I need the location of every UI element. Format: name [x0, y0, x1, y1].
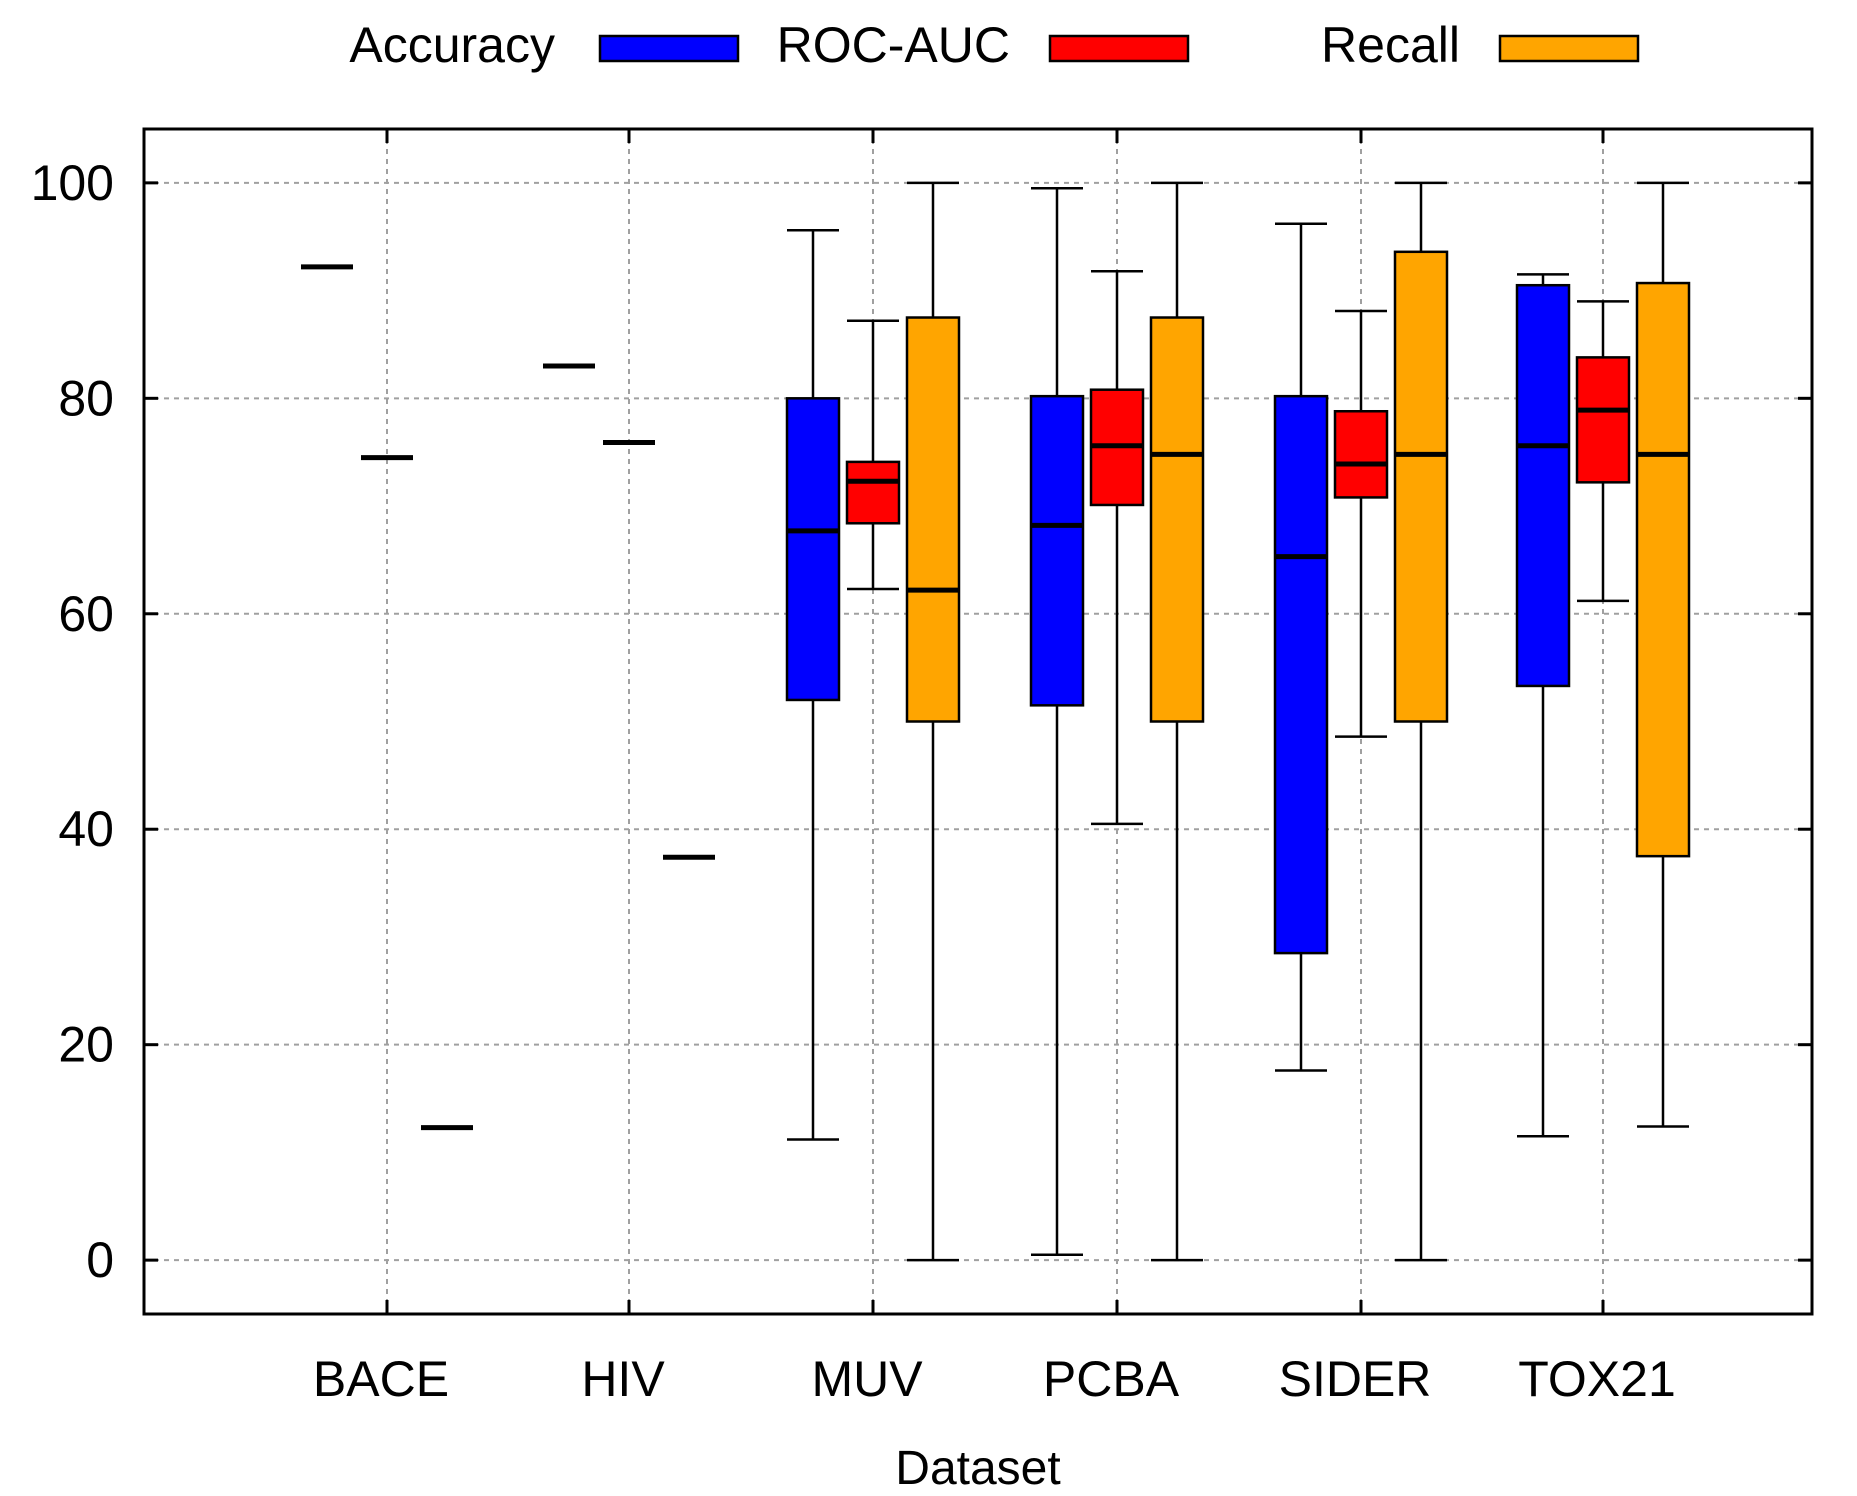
legend-label-accuracy: Accuracy [349, 17, 555, 73]
box-roc-auc-pcba [1089, 269, 1145, 826]
y-tick-label: 20 [58, 1017, 114, 1073]
y-tick-label: 0 [86, 1232, 114, 1288]
legend-swatch-accuracy [598, 34, 740, 63]
box-accuracy-tox21 [1515, 273, 1571, 1138]
axis-ticks: 0 20 40 60 80 100 BACE HIV MUV PCBA SIDER TOX21 [31, 129, 1812, 1407]
x-tick-label-bace: BACE [313, 1351, 449, 1407]
x-axis-label: Dataset [895, 1442, 1060, 1495]
legend-label-roc-auc: ROC-AUC [777, 17, 1010, 73]
y-tick-label: 60 [58, 586, 114, 642]
legend-swatch-recall [1498, 34, 1640, 63]
box-recall-tox21 [1635, 181, 1691, 1128]
box-recall-sider [1393, 181, 1449, 1262]
x-tick-label-tox21: TOX21 [1518, 1351, 1676, 1407]
iqr-box [1029, 394, 1085, 707]
legend-label-recall: Recall [1321, 17, 1460, 73]
legend: Accuracy ROC-AUC Recall [349, 17, 1640, 73]
x-tick-label-pcba: PCBA [1043, 1351, 1180, 1407]
x-tick-label-sider: SIDER [1279, 1351, 1432, 1407]
iqr-box [1393, 250, 1449, 723]
iqr-box [1635, 281, 1691, 858]
box-roc-auc-sider [1333, 309, 1389, 738]
y-tick-label: 40 [58, 801, 114, 857]
plot-frame [142, 127, 1814, 1316]
iqr-box [1273, 394, 1329, 955]
box-recall-muv [905, 181, 961, 1262]
box-accuracy-sider [1273, 222, 1329, 1072]
box-roc-auc-muv [845, 319, 901, 591]
x-tick-label-muv: MUV [811, 1351, 923, 1407]
box-accuracy-muv [785, 229, 841, 1141]
x-tick-label-hiv: HIV [581, 1351, 665, 1407]
iqr-box [785, 397, 841, 702]
legend-swatch-roc-auc [1048, 34, 1190, 63]
iqr-box [1333, 409, 1389, 499]
iqr-box [905, 316, 961, 723]
y-tick-label: 80 [58, 370, 114, 426]
iqr-box [1149, 316, 1205, 723]
box-series [301, 181, 1691, 1262]
box-recall-pcba [1149, 181, 1205, 1262]
box-roc-auc-tox21 [1575, 300, 1631, 603]
iqr-box [1575, 356, 1631, 484]
box-accuracy-pcba [1029, 187, 1085, 1256]
y-tick-label: 100 [31, 155, 114, 211]
iqr-box [845, 460, 901, 525]
iqr-box [1515, 283, 1571, 688]
